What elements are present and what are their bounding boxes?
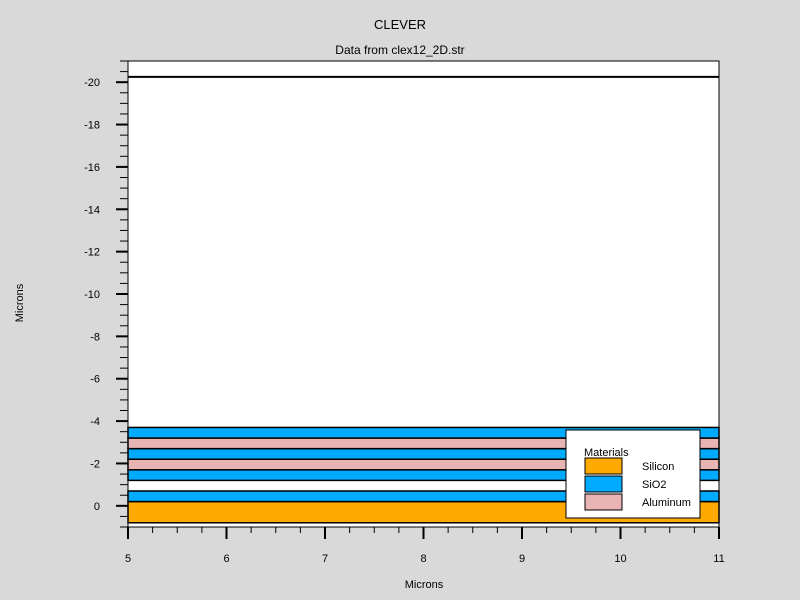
y-tick-label: -10 bbox=[84, 289, 100, 301]
y-tick-label: -14 bbox=[84, 204, 100, 216]
x-tick-label: 6 bbox=[223, 553, 229, 565]
legend-label-sio2: SiO2 bbox=[642, 479, 666, 491]
legend: Materials Silicon SiO2 Aluminum bbox=[565, 429, 701, 519]
x-tick-label: 9 bbox=[519, 553, 525, 565]
x-tick-label: 5 bbox=[125, 553, 131, 565]
y-tick-label: -20 bbox=[84, 77, 100, 89]
chart-subtitle: Data from clex12_2D.str bbox=[335, 43, 464, 57]
y-tick-label: -4 bbox=[90, 416, 100, 428]
legend-label-silicon: Silicon bbox=[642, 461, 674, 473]
y-tick-label: -6 bbox=[90, 374, 100, 386]
x-axis-label: Microns bbox=[405, 579, 444, 591]
legend-swatch-aluminum bbox=[584, 493, 623, 511]
x-tick-label: 7 bbox=[322, 553, 328, 565]
legend-title: Materials bbox=[584, 447, 629, 459]
y-axis-label: Microns bbox=[14, 283, 26, 322]
chart-title: CLEVER bbox=[374, 17, 426, 32]
y-tick-label: -16 bbox=[84, 162, 100, 174]
y-tick-label: -18 bbox=[84, 120, 100, 132]
legend-label-aluminum: Aluminum bbox=[642, 497, 691, 509]
legend-swatch-silicon bbox=[584, 457, 623, 475]
legend-swatch-sio2 bbox=[584, 475, 623, 493]
y-tick-label: 0 bbox=[94, 501, 100, 513]
x-tick-label: 10 bbox=[614, 553, 626, 565]
x-axis-ticks: 5 6 7 8 9 10 11 bbox=[125, 527, 725, 565]
y-tick-label: -12 bbox=[84, 247, 100, 259]
y-axis-ticks: 0 -2 -4 -6 -8 -10 -12 -14 -16 -18 -20 bbox=[84, 60, 128, 528]
x-tick-label: 11 bbox=[713, 553, 724, 565]
x-tick-label: 8 bbox=[420, 553, 426, 565]
y-tick-label: -2 bbox=[90, 458, 100, 470]
y-tick-label: -8 bbox=[90, 331, 100, 343]
